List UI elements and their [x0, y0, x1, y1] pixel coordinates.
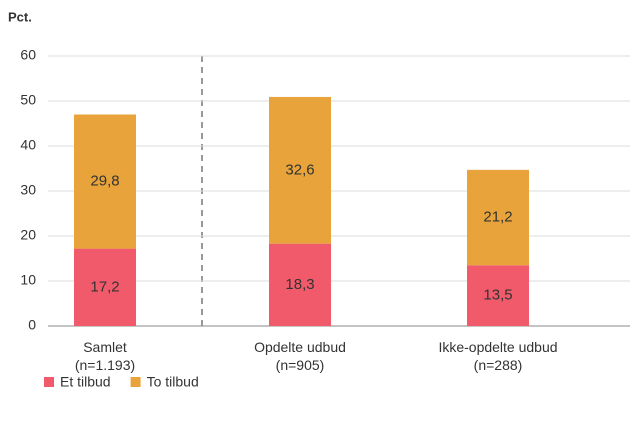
x-tick-label: Opdelte udbud (n=905)	[254, 339, 346, 373]
y-tick-label: 60	[20, 47, 36, 63]
y-tick-label: 40	[20, 137, 36, 153]
y-tick-label: 50	[20, 92, 36, 108]
bar-segment	[74, 248, 136, 326]
x-tick-label: Samlet (n=1.193)	[75, 339, 135, 373]
y-axis-label: Pct.	[8, 9, 32, 24]
y-tick-label: 30	[20, 182, 36, 198]
legend-label: To tilbud	[147, 374, 199, 390]
data-label: 21,2	[483, 209, 512, 226]
y-tick-label: 0	[28, 317, 36, 333]
y-tick-label: 10	[20, 272, 36, 288]
bar-segment	[269, 96, 331, 244]
bar-segment	[269, 243, 331, 326]
x-tick-label: Ikke-opdelte udbud (n=288)	[438, 339, 557, 373]
y-tick-label: 20	[20, 227, 36, 243]
bar-segment	[74, 114, 136, 249]
data-label: 18,3	[285, 276, 314, 293]
data-label: 32,6	[285, 161, 314, 178]
bar-segment	[467, 169, 529, 266]
legend-label: Et tilbud	[60, 374, 111, 390]
legend-swatch	[44, 377, 54, 387]
data-label: 17,2	[90, 278, 119, 295]
data-label: 13,5	[483, 287, 512, 304]
data-label: 29,8	[90, 173, 119, 190]
legend-swatch	[130, 377, 141, 387]
bar-segment	[467, 265, 529, 326]
